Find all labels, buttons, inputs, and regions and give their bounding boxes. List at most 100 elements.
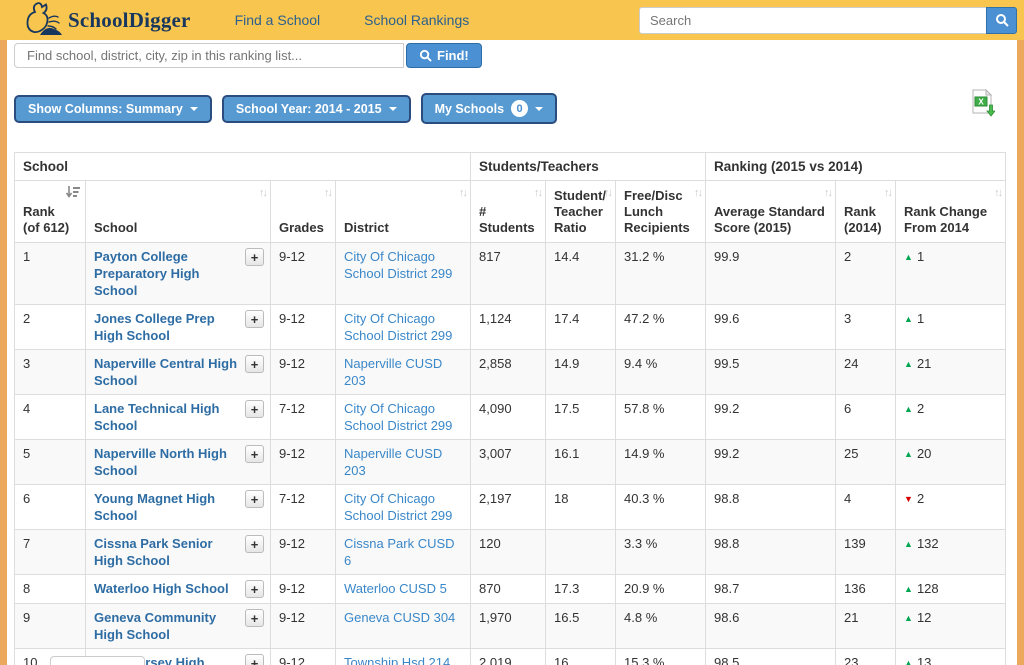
- school-link[interactable]: Waterloo High School: [94, 581, 229, 596]
- rank-change-cell: ▲ 128: [895, 574, 1007, 604]
- rank-change-arrow: ▲: [904, 584, 913, 594]
- rank-cell: 9: [14, 603, 86, 649]
- school-link[interactable]: Young Magnet High School: [94, 491, 216, 523]
- rank-change-value: 2: [916, 401, 925, 416]
- column-header-free-disc-lunch[interactable]: ↑↓ Free/Disc Lunch Recipients: [615, 180, 707, 243]
- rank-cell: 2: [14, 304, 86, 350]
- rank-change-value: 1: [916, 249, 925, 264]
- header-search-button[interactable]: [986, 6, 1017, 34]
- column-header-row: Rank (of 612) ↑↓ School ↑↓ Grades ↑↓ Dis…: [14, 180, 1007, 243]
- rank-change-arrow: ▼: [904, 494, 913, 504]
- district-link[interactable]: City Of Chicago School District 299: [344, 249, 453, 281]
- school-cell: Naperville North High School +: [85, 439, 271, 485]
- rank-2014-cell: 139: [835, 529, 897, 575]
- plus-icon: +: [250, 311, 259, 327]
- district-link[interactable]: Naperville CUSD 203: [344, 356, 443, 388]
- district-link[interactable]: City Of Chicago School District 299: [344, 401, 453, 433]
- district-link[interactable]: Naperville CUSD 203: [344, 446, 443, 478]
- school-link[interactable]: Payton College Preparatory High School: [94, 249, 200, 298]
- ratio-cell: 17.3: [545, 574, 617, 604]
- add-school-button[interactable]: +: [245, 400, 264, 418]
- score-cell: 99.9: [705, 242, 837, 305]
- school-year-label: School Year: 2014 - 2015: [235, 101, 382, 116]
- column-header-rank-change[interactable]: ↑↓ Rank Change From 2014: [895, 180, 1007, 243]
- add-school-button[interactable]: +: [245, 310, 264, 328]
- add-school-button[interactable]: +: [245, 654, 264, 665]
- score-cell: 98.7: [705, 574, 837, 604]
- district-cell: City Of Chicago School District 299: [334, 394, 472, 440]
- column-header-rank-2014[interactable]: ↑↓ Rank (2014): [835, 180, 897, 243]
- top-header-bar: SchoolDigger Find a School School Rankin…: [0, 0, 1024, 40]
- table-row: 4 Lane Technical High School + 7-12 City…: [14, 394, 1007, 440]
- students-cell: 2,197: [470, 484, 547, 530]
- header-search-input[interactable]: [639, 6, 986, 34]
- add-school-button[interactable]: +: [245, 535, 264, 553]
- rank-change-value: 2: [916, 491, 925, 506]
- excel-export-icon[interactable]: X: [972, 89, 995, 117]
- add-school-button[interactable]: +: [245, 580, 264, 598]
- school-year-dropdown[interactable]: School Year: 2014 - 2015: [221, 94, 411, 123]
- nav-find-a-school[interactable]: Find a School: [234, 12, 321, 28]
- nav-school-rankings[interactable]: School Rankings: [364, 12, 470, 28]
- my-schools-dropdown[interactable]: My Schools 0: [420, 93, 558, 124]
- add-school-button[interactable]: +: [245, 445, 264, 463]
- ranking-table: School Students/Teachers Ranking (2015 v…: [13, 152, 1007, 665]
- school-link[interactable]: Jones College Prep High School: [94, 311, 215, 343]
- brand-title[interactable]: SchoolDigger: [68, 7, 191, 32]
- school-link[interactable]: Lane Technical High School: [94, 401, 220, 433]
- column-header-student-teacher-ratio[interactable]: ↑↓ Student/ Teacher Ratio: [545, 180, 617, 243]
- district-cell: Waterloo CUSD 5: [334, 574, 472, 604]
- rank-change-cell: ▲ 13: [895, 648, 1007, 665]
- rank-change-value: 128: [916, 581, 939, 596]
- plus-icon: +: [250, 356, 259, 372]
- rank-change-arrow: ▲: [904, 613, 913, 623]
- ranking-filter-input[interactable]: [14, 43, 404, 68]
- add-school-button[interactable]: +: [245, 609, 264, 627]
- column-header-num-students[interactable]: ↑↓ # Students: [470, 180, 547, 243]
- add-school-button[interactable]: +: [245, 248, 264, 266]
- school-link[interactable]: Naperville Central High School: [94, 356, 238, 388]
- score-cell: 99.2: [705, 394, 837, 440]
- rank-change-cell: ▲ 12: [895, 603, 1007, 649]
- rank-2014-cell: 6: [835, 394, 897, 440]
- district-link[interactable]: Waterloo CUSD 5: [344, 581, 447, 596]
- column-header-rank[interactable]: Rank (of 612): [14, 180, 86, 243]
- column-header-school[interactable]: ↑↓ School: [85, 180, 271, 243]
- lunch-cell: 15.3 %: [615, 648, 707, 665]
- table-row: 5 Naperville North High School + 9-12 Na…: [14, 439, 1007, 485]
- district-link[interactable]: City Of Chicago School District 299: [344, 311, 453, 343]
- school-link[interactable]: Geneva Community High School: [94, 610, 217, 642]
- rank-cell: 1: [14, 242, 86, 305]
- rank-change-arrow: ▲: [904, 539, 913, 549]
- students-cell: 1,124: [470, 304, 547, 350]
- column-header-district[interactable]: ↑↓ District: [334, 180, 472, 243]
- plus-icon: +: [250, 655, 259, 665]
- add-school-button[interactable]: +: [245, 490, 264, 508]
- pagination-button-partial[interactable]: [50, 656, 145, 665]
- district-link[interactable]: Geneva CUSD 304: [344, 610, 456, 625]
- column-header-average-standard-score[interactable]: ↑↓ Average Standard Score (2015): [705, 180, 837, 243]
- district-cell: City Of Chicago School District 299: [334, 484, 472, 530]
- toolbar: Show Columns: Summary School Year: 2014 …: [14, 93, 1017, 124]
- caret-down-icon: [535, 106, 544, 111]
- school-cell: Cissna Park Senior High School +: [85, 529, 271, 575]
- show-columns-dropdown[interactable]: Show Columns: Summary: [14, 94, 212, 123]
- group-header-ranking: Ranking (2015 vs 2014): [705, 152, 1007, 181]
- school-link[interactable]: John Hersey High School: [94, 655, 205, 665]
- district-link[interactable]: City Of Chicago School District 299: [344, 491, 453, 523]
- add-school-button[interactable]: +: [245, 355, 264, 373]
- school-link[interactable]: Naperville North High School: [94, 446, 227, 478]
- district-link[interactable]: Township Hsd 214: [344, 655, 451, 665]
- district-cell: Naperville CUSD 203: [334, 349, 472, 395]
- students-cell: 3,007: [470, 439, 547, 485]
- find-button[interactable]: Find!: [406, 43, 482, 68]
- school-link[interactable]: Cissna Park Senior High School: [94, 536, 213, 568]
- rank-change-cell: ▼ 2: [895, 484, 1007, 530]
- column-header-grades[interactable]: ↑↓ Grades: [270, 180, 336, 243]
- school-cell: Geneva Community High School +: [85, 603, 271, 649]
- district-link[interactable]: Cissna Park CUSD 6: [344, 536, 455, 568]
- grades-cell: 9-12: [270, 529, 336, 575]
- rank-change-value: 21: [916, 356, 932, 371]
- district-cell: Naperville CUSD 203: [334, 439, 472, 485]
- rank-change-value: 12: [916, 610, 932, 625]
